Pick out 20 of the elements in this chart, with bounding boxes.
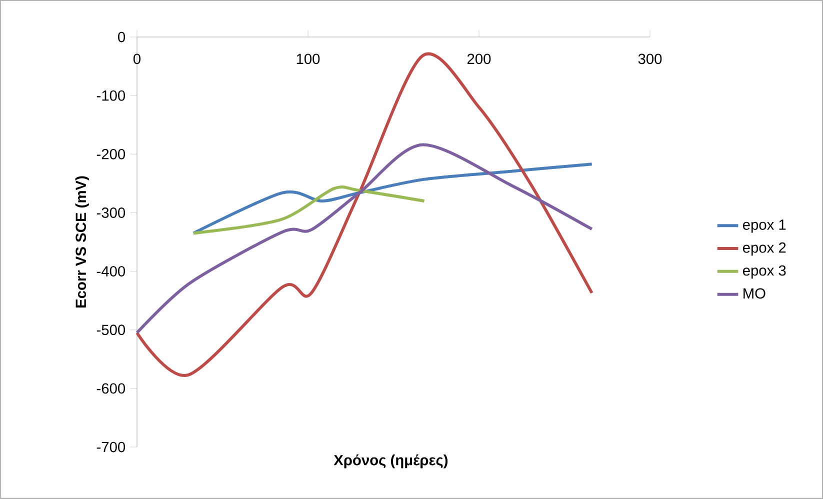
line-series: [192, 162, 594, 235]
y-tick-label: -500: [96, 324, 126, 336]
y-tick-label: -700: [96, 442, 126, 452]
x-tick-label: 0: [133, 54, 140, 64]
y-tick-label: 0: [118, 32, 126, 42]
x-tick-label: 100: [296, 54, 320, 64]
y-tick-label: -100: [96, 90, 126, 101]
x-tick-label: 200: [468, 54, 491, 64]
y-tick-label: -400: [96, 266, 126, 276]
y-tick-label: -200: [96, 148, 126, 160]
legend-label: MO: [744, 288, 766, 299]
y-tick-label: -600: [96, 383, 126, 394]
line-series: [136, 143, 594, 334]
x-axis-title: Χρόνος (ημέρες): [334, 454, 448, 468]
legend-label: epox 1: [742, 220, 786, 233]
y-axis-title: Ecorr VS SCE (mV): [75, 176, 89, 308]
legend-label: epox 2: [742, 242, 786, 256]
legend-label: epox 3: [742, 265, 786, 279]
y-tick-label: -300: [96, 208, 126, 218]
x-tick-label: 300: [638, 54, 662, 64]
